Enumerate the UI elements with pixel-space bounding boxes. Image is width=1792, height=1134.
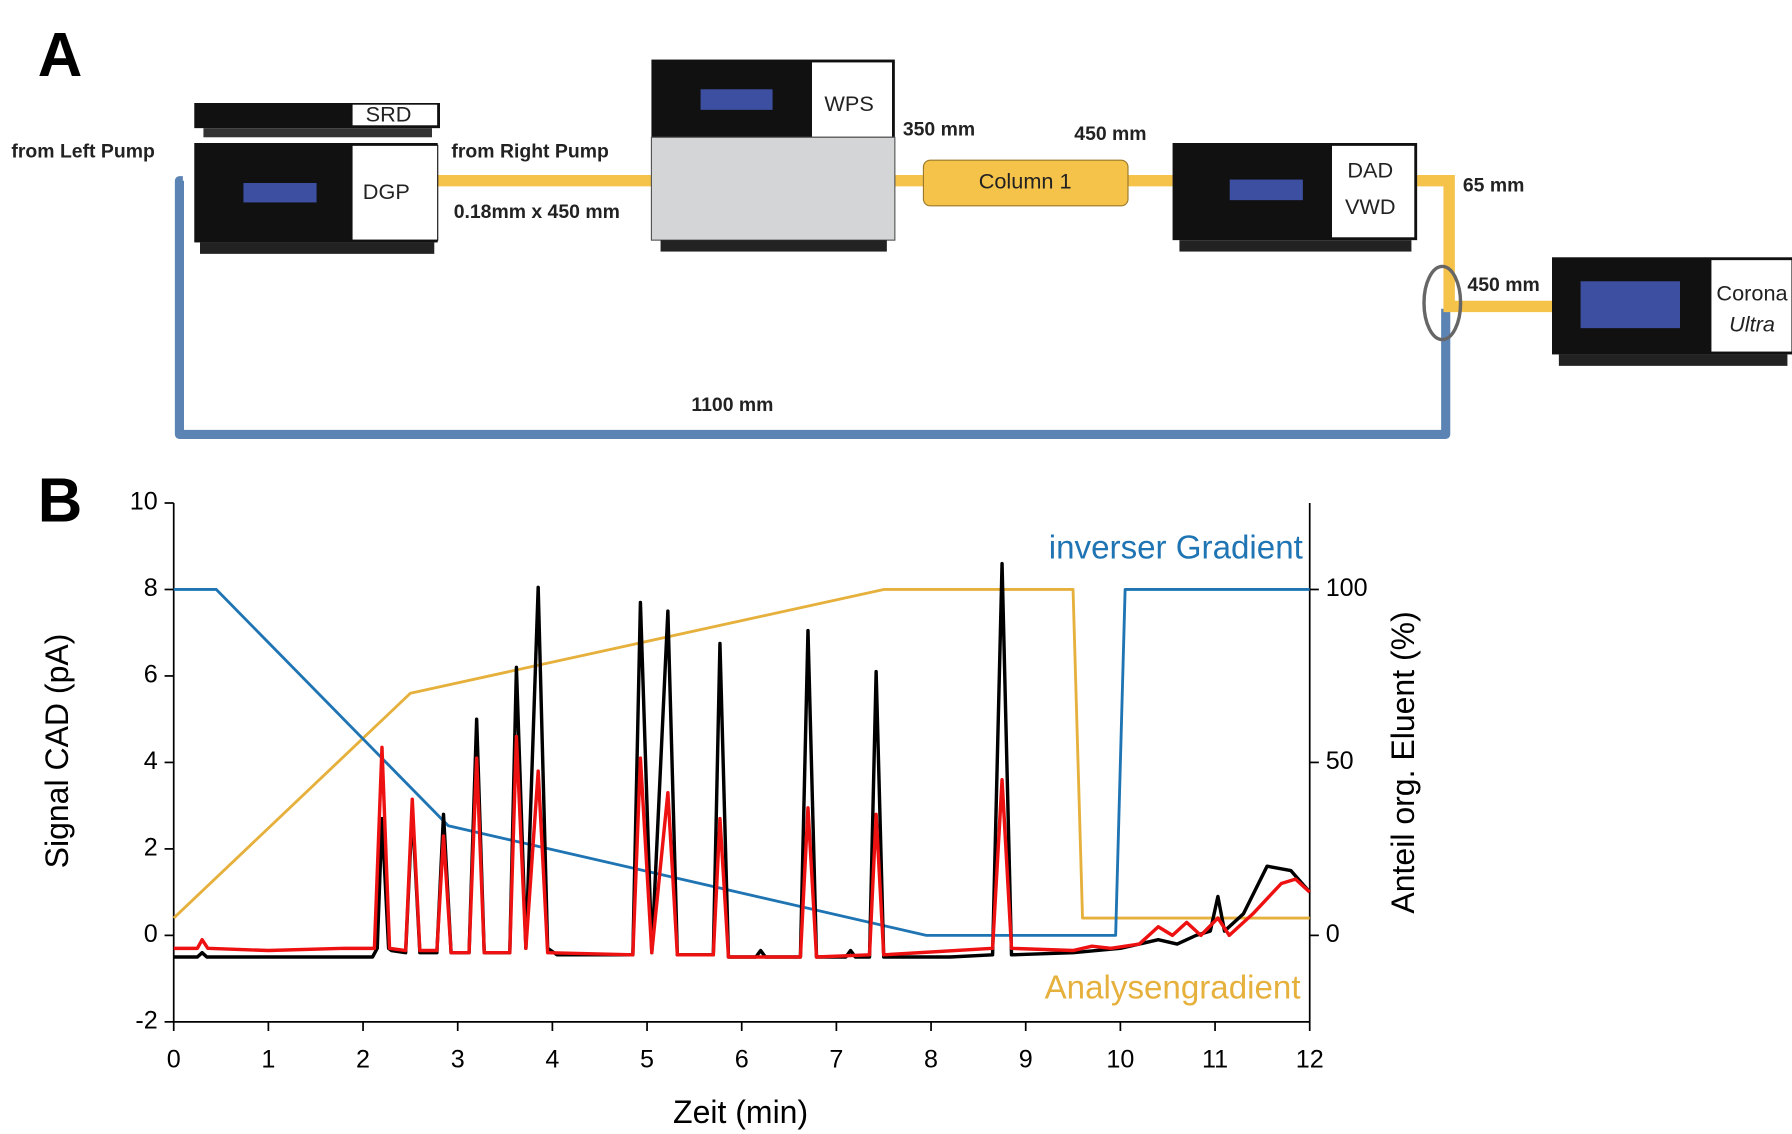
corona-panel — [1710, 259, 1792, 353]
screen — [243, 183, 317, 203]
module-label: DGP — [363, 179, 410, 204]
tube-label: from Right Pump — [451, 140, 609, 162]
y-tick-label: 4 — [144, 747, 158, 775]
tube-label: 1100 mm — [691, 394, 773, 416]
wps-foot — [660, 240, 887, 252]
module-label: SRD — [366, 101, 412, 126]
tube — [1417, 175, 1552, 313]
screen — [1229, 179, 1303, 201]
x-tick-label: 2 — [356, 1045, 370, 1073]
column-label: Column 1 — [979, 169, 1072, 194]
dgp-panel — [351, 144, 439, 241]
wps-body — [650, 136, 896, 241]
x-tick-label: 0 — [167, 1045, 181, 1073]
x-tick-label: 4 — [545, 1045, 559, 1073]
x-tick-label: 7 — [829, 1045, 843, 1073]
tube-label: 65 mm — [1463, 175, 1525, 197]
tube-label: 450 mm — [1074, 123, 1146, 145]
x-tick-label: 10 — [1106, 1045, 1134, 1073]
return-tube — [174, 176, 1451, 439]
srd-panel — [351, 103, 439, 127]
detector-foot — [1179, 240, 1412, 252]
x-tick-label: 9 — [1019, 1045, 1033, 1073]
series-line — [173, 734, 1311, 959]
x-tick-label: 3 — [451, 1045, 465, 1073]
x-tick-label: 11 — [1202, 1045, 1228, 1073]
tube-label: 450 mm — [1467, 274, 1539, 296]
panel-label: A — [38, 21, 83, 90]
x-axis-label: Zeit (min) — [673, 1094, 808, 1130]
y-tick-label: 0 — [144, 920, 158, 948]
series-line — [173, 561, 1312, 959]
y-tick-label: -2 — [135, 1006, 157, 1034]
diagram: SRD DGP WPS Column 1 DAD VWD Corona Ultr… — [11, 59, 1792, 439]
wps-panel — [810, 61, 894, 138]
series-line — [173, 588, 1310, 937]
tee-marker — [1422, 264, 1463, 342]
srd-foot — [203, 128, 432, 138]
module-label: VWD — [1345, 194, 1396, 219]
x-tick-label: 6 — [735, 1045, 749, 1073]
x-tick-label: 5 — [640, 1045, 654, 1073]
x-tick-label: 1 — [261, 1045, 275, 1073]
tube-label: 350 mm — [903, 119, 975, 141]
series-line — [172, 588, 1310, 920]
chart: Zeit (min) Signal CAD (pA) Anteil org. E… — [39, 488, 1421, 1130]
detector-panel — [1330, 144, 1416, 239]
corona-foot — [1558, 354, 1788, 366]
y-tick-label: 8 — [144, 574, 158, 602]
y2-tick-label: 50 — [1326, 747, 1354, 775]
y-tick-label: 2 — [144, 834, 158, 862]
column — [922, 159, 1129, 207]
tube-label: 0.18mm x 450 mm — [454, 201, 620, 223]
panel-label: B — [38, 467, 83, 536]
module-label: DAD — [1347, 157, 1393, 182]
y-tick-label: 6 — [144, 661, 158, 689]
series-label: Analysengradient — [1045, 970, 1301, 1007]
y2-tick-label: 100 — [1326, 574, 1368, 602]
series-label: inverser Gradient — [1049, 530, 1303, 567]
module-label: Ultra — [1729, 312, 1775, 337]
module-label: WPS — [824, 91, 873, 116]
screen — [700, 89, 773, 110]
x-tick-label: 8 — [924, 1045, 938, 1073]
tube-label: from Left Pump — [11, 140, 155, 162]
y-axis-label: Signal CAD (pA) — [39, 634, 75, 869]
dgp-foot — [200, 242, 435, 254]
y2-axis-label: Anteil org. Eluent (%) — [1385, 611, 1421, 913]
module-label: Corona — [1716, 281, 1788, 306]
y-tick-label: 10 — [130, 488, 158, 516]
screen — [1580, 281, 1680, 329]
x-tick-label: 12 — [1296, 1045, 1324, 1073]
y2-tick-label: 0 — [1326, 920, 1340, 948]
